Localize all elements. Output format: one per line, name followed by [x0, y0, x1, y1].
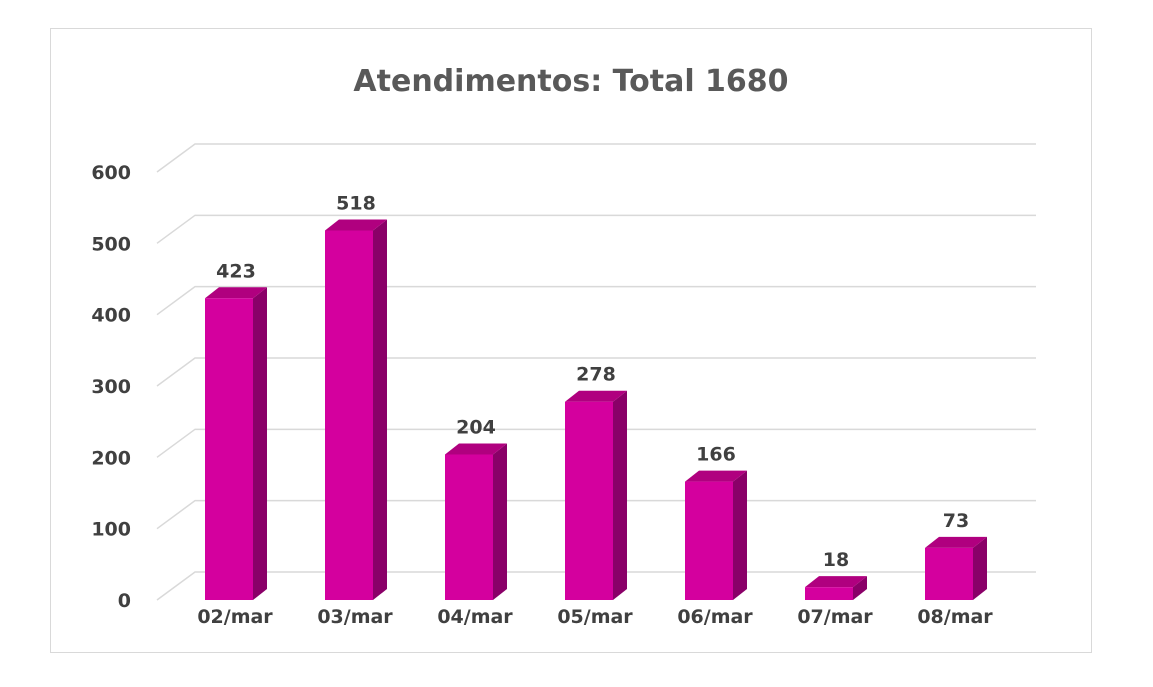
y-tick-label: 600 [91, 162, 131, 184]
bar-side [253, 287, 267, 600]
bar [805, 587, 853, 600]
bar-top [805, 576, 867, 588]
gridline [156, 499, 1036, 530]
x-category-label: 07/mar [797, 606, 873, 628]
y-tick-label: 500 [91, 233, 131, 255]
data-label: 73 [943, 510, 969, 532]
x-axis-categories: 02/mar 03/mar 04/mar 05/mar 06/mar 07/mar 08/m… [197, 606, 993, 628]
x-category-label: 05/mar [557, 606, 633, 628]
data-label: 423 [216, 260, 256, 282]
y-tick-label: 200 [91, 447, 131, 469]
bar-side [853, 576, 867, 600]
bar [925, 547, 973, 600]
bar-side [733, 470, 747, 600]
y-axis-ticks: 0 100 200 300 400 500 600 [91, 162, 131, 612]
x-category-label: 06/mar [677, 606, 753, 628]
bar [325, 230, 373, 600]
bar-top [445, 443, 507, 455]
gridline [156, 214, 1036, 244]
y-tick-label: 400 [91, 305, 131, 327]
bar-side [373, 219, 387, 600]
data-label: 518 [336, 192, 376, 214]
bar [205, 298, 253, 600]
gridline [156, 143, 1036, 173]
bar [445, 454, 493, 600]
bar-top [685, 470, 747, 482]
bar-side [613, 390, 627, 600]
bar-side [973, 536, 987, 600]
x-category-label: 03/mar [317, 606, 393, 628]
gridline [156, 285, 1036, 316]
x-category-label: 04/mar [437, 606, 513, 628]
bar-top [565, 390, 627, 402]
bar-side [493, 443, 507, 600]
data-label: 166 [696, 444, 736, 466]
bar-chart: Atendimentos: Total 1680 0 100 200 300 400 50… [91, 64, 1036, 628]
bar [685, 481, 733, 600]
bar [565, 401, 613, 600]
bar-top [925, 536, 987, 548]
x-category-label: 08/mar [917, 606, 993, 628]
gridlines [156, 143, 1036, 601]
gridline [156, 571, 1036, 601]
y-tick-label: 300 [91, 376, 131, 398]
x-category-label: 02/mar [197, 606, 273, 628]
data-label: 204 [456, 416, 496, 438]
y-tick-label: 0 [118, 590, 131, 612]
gridline [156, 357, 1036, 387]
bar-top [325, 219, 387, 231]
data-labels: 423 518 204 278 166 18 73 [216, 192, 969, 571]
chart-title: Atendimentos: Total 1680 [353, 64, 788, 99]
chart-frame: Atendimentos: Total 1680 0 100 200 300 400 50… [50, 28, 1092, 653]
gridline [156, 428, 1036, 458]
data-label: 278 [576, 364, 616, 386]
bar-top [205, 287, 267, 299]
bars [205, 219, 987, 600]
data-label: 18 [823, 549, 849, 571]
y-tick-label: 100 [91, 519, 131, 541]
